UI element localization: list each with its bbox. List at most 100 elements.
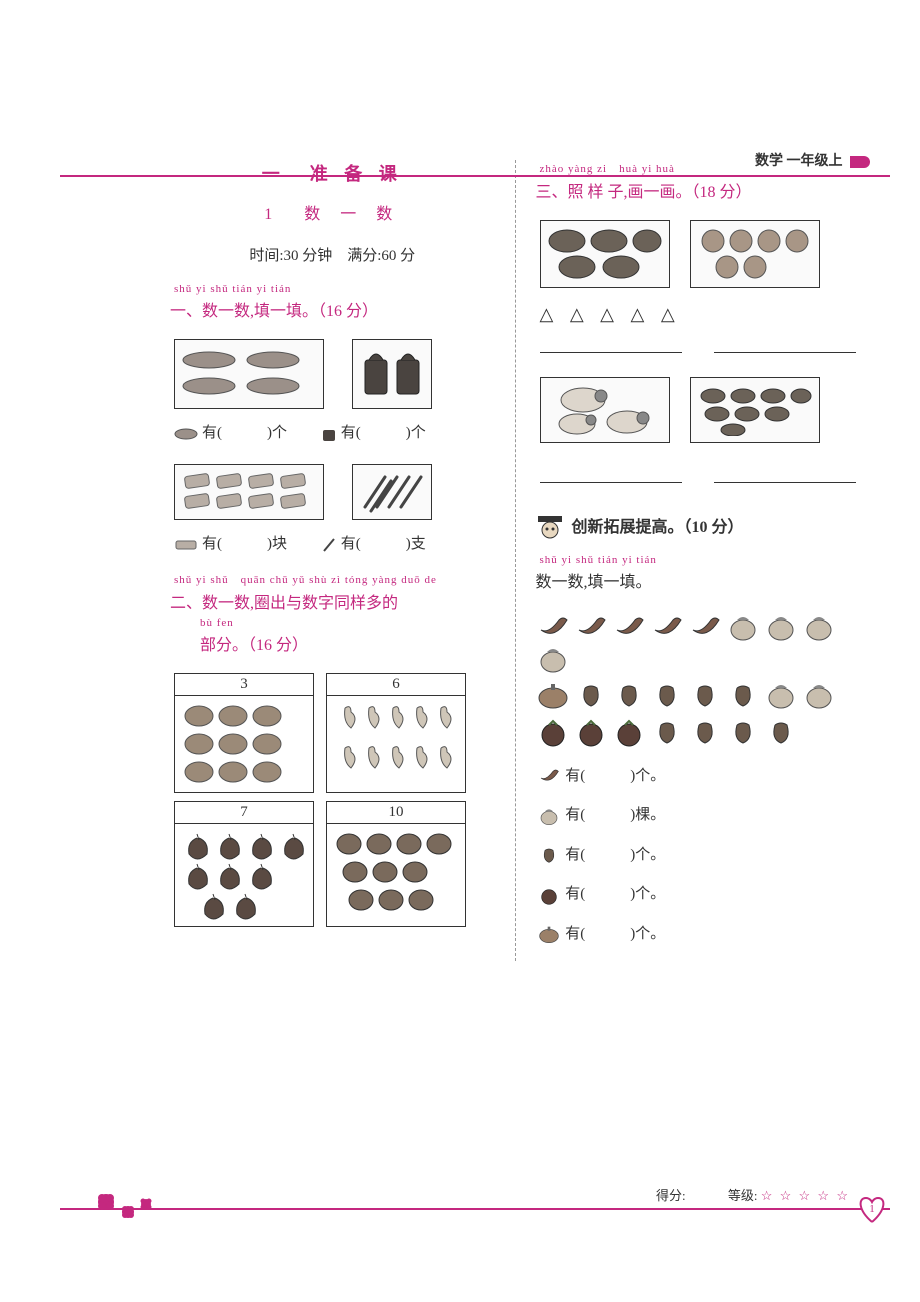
sheep-icon — [547, 384, 663, 436]
page-header: 数学 一年级上 — [755, 150, 870, 170]
pepper-icon — [575, 680, 607, 710]
q2-pinyin1: shǔ yi shǔ quān chū yǔ shù zì tóng yàng … — [174, 571, 495, 587]
pencilcase-small-icon — [174, 427, 198, 441]
q1-answers-row1: 有( )个 有( )个 — [174, 421, 495, 442]
bag-small-icon — [321, 426, 337, 442]
pepper-icon — [765, 717, 797, 747]
q1-box-pencils — [352, 464, 432, 520]
veggie-row — [536, 679, 861, 711]
eraser-small-icon — [174, 538, 198, 552]
q2-row1: 3 6 — [170, 669, 495, 797]
q2-row2: 7 — [170, 797, 495, 931]
grid-num-3: 3 — [175, 674, 313, 696]
melon-icon — [547, 227, 663, 281]
ans-text: 有( )个。 — [565, 768, 665, 784]
pepper-icon — [651, 717, 683, 747]
footer-divider — [60, 1208, 890, 1210]
cabbage-icon — [803, 680, 835, 710]
cabbage-icon — [537, 806, 561, 826]
flower-icon — [94, 1190, 164, 1224]
cabbage-icon — [537, 644, 569, 674]
q2-pinyin2: bù fen — [200, 617, 495, 629]
q4-ans-tomato: 有( )个。 — [536, 882, 861, 906]
q1-row1 — [170, 335, 495, 413]
q2-title2: 部分。（16 分） — [200, 631, 495, 655]
q1-a2: 有( )个 — [341, 425, 426, 441]
q4-header: 创新拓展提高。（10 分） — [536, 513, 861, 542]
cabbage-icon — [803, 612, 835, 642]
q3-box-fish — [690, 377, 820, 443]
pencil-icon — [359, 471, 425, 513]
chili-icon — [575, 612, 607, 642]
q3-row1 — [536, 216, 861, 292]
header-arrow-icon — [850, 156, 870, 168]
q3-title: 三、照 样 子,画一画。（18 分） — [536, 178, 861, 202]
blank-line[interactable] — [540, 465, 682, 483]
q4-sub: 数一数,填一填。 — [536, 568, 861, 592]
peach-icon — [697, 227, 813, 281]
q3-row2 — [536, 373, 861, 447]
blank-line[interactable] — [540, 335, 682, 353]
pepper-icon — [651, 680, 683, 710]
q4-veggie-grid — [536, 610, 861, 747]
heart-icon: 1 — [854, 1192, 890, 1224]
grid-items-7 — [175, 824, 313, 926]
level-label: 等级: — [728, 1188, 758, 1203]
chili-icon — [651, 612, 683, 642]
right-column: zhào yàng zi huà yi huà 三、照 样 子,画一画。（18 … — [515, 160, 861, 961]
q4-ans-chili: 有( )个。 — [536, 764, 861, 788]
q3-box-melons — [540, 220, 670, 288]
pepper-icon — [613, 680, 645, 710]
ans-text: 有( )棵。 — [565, 807, 665, 823]
veggie-row — [536, 715, 861, 747]
page-num: 1 — [869, 1203, 875, 1215]
header-divider — [60, 175, 890, 177]
q1-box-erasers — [174, 464, 324, 520]
eraser-icon — [181, 471, 317, 513]
grade-label: 一年级上 — [787, 154, 843, 169]
q1-title: 一、数一数,填一填。（16 分） — [170, 297, 495, 321]
q1-box-pencilcases — [174, 339, 324, 409]
q3-blanks1 — [536, 331, 861, 373]
grid-items-3 — [175, 696, 313, 792]
subject-label: 数学 — [755, 154, 783, 169]
pumpkin-icon — [537, 924, 561, 944]
q3-triangles: △ △ △ △ △ — [540, 304, 861, 325]
q4-ans-cabbage: 有( )棵。 — [536, 803, 861, 827]
blank-line[interactable] — [714, 335, 856, 353]
tomato-icon — [537, 717, 569, 747]
tomato-icon — [575, 717, 607, 747]
worksheet-page: 数学 一年级上 一 准 备 课 1 数 一 数 时间:30 分钟 满分:60 分… — [0, 0, 920, 1302]
q1-a1: 有( )个 — [202, 425, 287, 441]
q2-grid-6: 6 — [326, 673, 466, 793]
chili-icon — [689, 612, 721, 642]
ans-text: 有( )个。 — [565, 847, 665, 863]
q3-blanks2 — [536, 461, 861, 503]
cabbage-icon — [765, 680, 797, 710]
grid-items-10 — [327, 824, 465, 926]
q3-box-peaches — [690, 220, 820, 288]
pepper-icon — [689, 680, 721, 710]
q2-grid-3: 3 — [174, 673, 314, 793]
ans-text: 有( )个。 — [565, 926, 665, 942]
cabbage-icon — [765, 612, 797, 642]
q4-title: 创新拓展提高。（10 分） — [572, 519, 744, 536]
chili-icon — [537, 766, 561, 786]
tomato-icon — [537, 885, 561, 905]
blank-line[interactable] — [714, 465, 856, 483]
ans-text: 有( )个。 — [565, 886, 665, 902]
q1-a4: 有( )支 — [341, 536, 426, 552]
pepper-icon — [537, 845, 561, 865]
content-columns: 一 准 备 课 1 数 一 数 时间:30 分钟 满分:60 分 shǔ yi … — [170, 160, 860, 961]
footer-text: 得分: 等级: ☆ ☆ ☆ ☆ ☆ — [656, 1185, 850, 1204]
footer-flowers — [94, 1190, 164, 1224]
pepper-icon — [727, 717, 759, 747]
grid-num-7: 7 — [175, 802, 313, 824]
q1-answers-row2: 有( )块 有( )支 — [174, 532, 495, 553]
q1-a3: 有( )块 — [202, 536, 287, 552]
cabbage-icon — [727, 612, 759, 642]
q2-grid-7: 7 — [174, 801, 314, 927]
left-column: 一 准 备 课 1 数 一 数 时间:30 分钟 满分:60 分 shǔ yi … — [170, 160, 495, 961]
page-number-heart: 1 — [854, 1192, 890, 1224]
timing-text: 时间:30 分钟 满分:60 分 — [170, 244, 495, 265]
